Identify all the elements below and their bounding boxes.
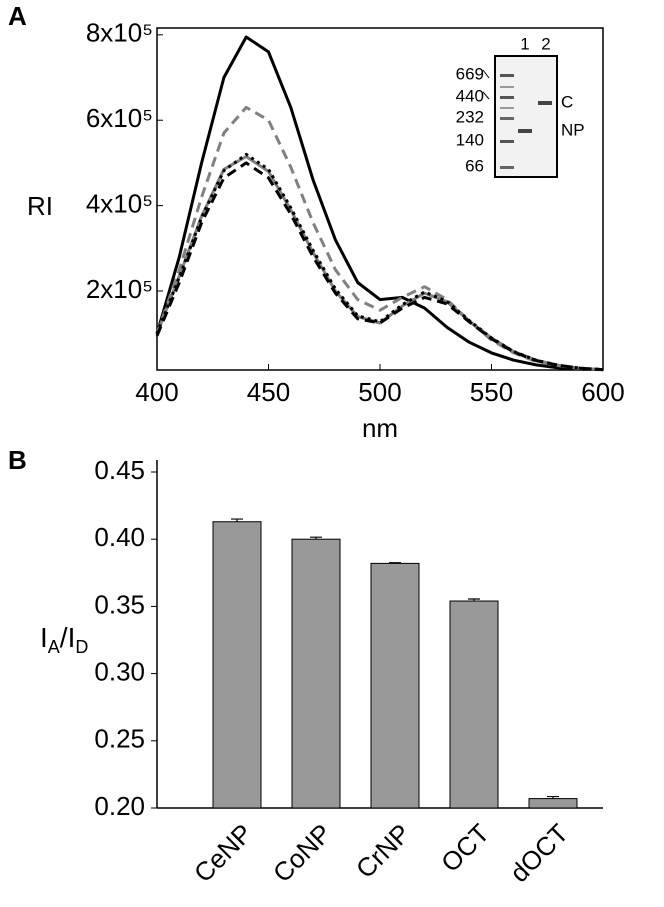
marker-label: 232 — [456, 107, 484, 126]
x-tick-label: 600 — [581, 377, 624, 407]
y-label-sub: A — [48, 637, 60, 657]
y-tick-label: 2x10⁵ — [86, 274, 153, 304]
marker-label: 440 — [456, 86, 484, 105]
x-tick-label: CoNP — [267, 818, 337, 888]
y-tick-label: 0.35 — [94, 589, 145, 619]
x-tick-label: 550 — [470, 377, 513, 407]
spectrum-line — [155, 152, 604, 372]
spectrum-line — [155, 35, 604, 372]
x-tick-label: dOCT — [504, 818, 574, 888]
y-axis-label: IA/ID — [40, 622, 88, 656]
error-bar — [389, 562, 401, 564]
x-tick-label: CeNP — [188, 818, 258, 888]
bar — [291, 538, 341, 809]
x-tick-label: CrNP — [350, 818, 416, 884]
x-tick-label: 450 — [247, 377, 290, 407]
spectrum-line — [155, 155, 604, 372]
panel-label: B — [8, 445, 27, 475]
y-tick-label: 4x10⁵ — [86, 188, 153, 218]
x-tick-label: 400 — [135, 377, 178, 407]
bar — [528, 798, 578, 809]
bar — [212, 521, 262, 809]
x-tick-label: 500 — [358, 377, 401, 407]
y-label-part: I — [40, 622, 48, 653]
y-tick-label: 0.30 — [94, 656, 145, 686]
error-bar — [547, 795, 559, 799]
bar — [370, 562, 420, 809]
y-tick-label: 6x10⁵ — [86, 103, 153, 133]
band-label: C — [561, 92, 573, 111]
error-bar — [231, 518, 243, 522]
marker-label: 140 — [456, 130, 484, 149]
y-axis-label: RI — [27, 191, 53, 221]
lane-label: 2 — [541, 34, 550, 53]
y-label-part: /I — [60, 622, 76, 653]
y-tick-label: 0.20 — [94, 791, 145, 821]
panel-label: A — [8, 1, 27, 31]
marker-label: 669 — [456, 64, 484, 83]
y-tick-label: 0.25 — [94, 724, 145, 754]
y-tick-label: 8x10⁵ — [86, 18, 153, 48]
bar — [449, 600, 499, 809]
error-bar — [310, 536, 322, 540]
lane-label: 1 — [520, 34, 529, 53]
x-tick-label: OCT — [435, 818, 495, 878]
marker-label: 66 — [465, 156, 484, 175]
spectrum-line — [155, 161, 604, 372]
x-axis-label: nm — [362, 413, 398, 443]
band-label: NP — [561, 120, 585, 139]
y-tick-label: 0.45 — [94, 455, 145, 485]
error-bar — [468, 598, 480, 602]
y-label-sub: D — [75, 637, 88, 657]
y-tick-label: 0.40 — [94, 522, 145, 552]
inset-gel — [482, 55, 558, 178]
